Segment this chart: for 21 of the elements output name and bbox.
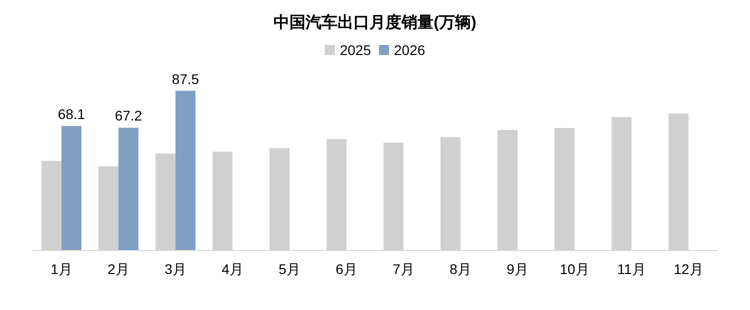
data-label: 68.1 (58, 106, 86, 122)
data-label: 87.5 (172, 70, 200, 87)
bar (118, 128, 138, 250)
x-tick-label: 9月 (506, 261, 528, 277)
chart-title: 中国汽车出口月度销量(万辆) (274, 12, 476, 32)
x-tick-label: 8月 (450, 261, 472, 277)
x-tick-label: 10月 (560, 261, 590, 277)
x-tick-label: 6月 (336, 261, 358, 277)
x-tick-label: 1月 (50, 261, 72, 277)
x-tick-label: 7月 (392, 261, 414, 277)
x-tick-label: 5月 (278, 261, 300, 277)
x-tick-label: 2月 (108, 261, 130, 277)
x-tick-label: 4月 (222, 261, 244, 277)
x-tick-label: 11月 (617, 261, 646, 277)
legend-label: 2026 (394, 42, 426, 58)
x-tick-label: 3月 (164, 261, 186, 277)
bar (176, 90, 196, 250)
x-tick-label: 12月 (674, 261, 704, 277)
bar (62, 126, 82, 250)
data-label: 67.2 (114, 108, 142, 124)
legend-label: 2025 (340, 42, 372, 58)
